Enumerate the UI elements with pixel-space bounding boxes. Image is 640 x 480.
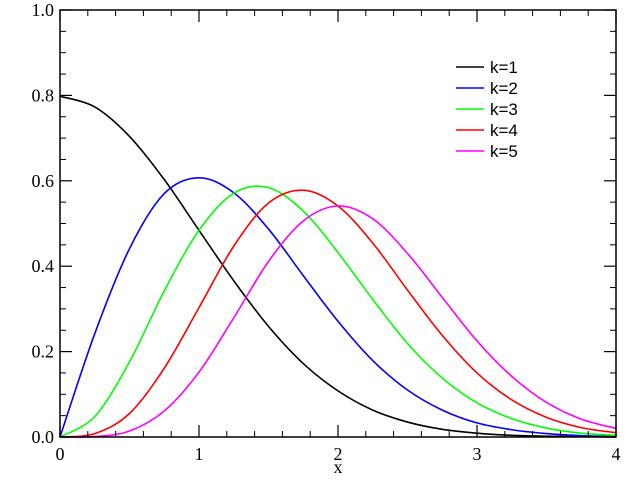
y-tick-label: 0.4 [32, 256, 55, 276]
y-tick-label: 0.6 [32, 171, 55, 191]
legend-label-k-4: k=4 [490, 121, 518, 140]
x-tick-label: 3 [473, 444, 482, 464]
series-line-k-3 [59, 185, 617, 438]
series-layer [59, 95, 617, 438]
legend: k=1 k=2 k=3 k=4 k=5 [456, 58, 518, 161]
x-tick-label: 1 [195, 444, 204, 464]
ticks-layer [59, 9, 617, 438]
y-tick-label: 1.0 [32, 0, 55, 20]
legend-label-k-5: k=5 [490, 142, 518, 161]
series-line-k-5 [59, 205, 617, 438]
y-tick-label: 0.8 [32, 85, 55, 105]
series-line-k-4 [59, 189, 617, 438]
series-line-k-1 [59, 95, 617, 438]
x-tick-label: 0 [56, 444, 65, 464]
x-tick-label: 4 [612, 444, 621, 464]
legend-label-k-2: k=2 [490, 79, 518, 98]
y-tick-label: 0.0 [32, 427, 55, 447]
series-line-k-2 [59, 177, 617, 438]
legend-label-k-1: k=1 [490, 58, 518, 77]
tick-labels-layer: 0 1 2 3 4 0.0 0.2 0.4 0.6 0.8 1.0 [32, 0, 621, 464]
x-tick-label: 2 [334, 444, 343, 464]
x-axis-title: x [334, 457, 343, 477]
legend-label-k-3: k=3 [490, 100, 518, 119]
y-tick-label: 0.2 [32, 342, 55, 362]
